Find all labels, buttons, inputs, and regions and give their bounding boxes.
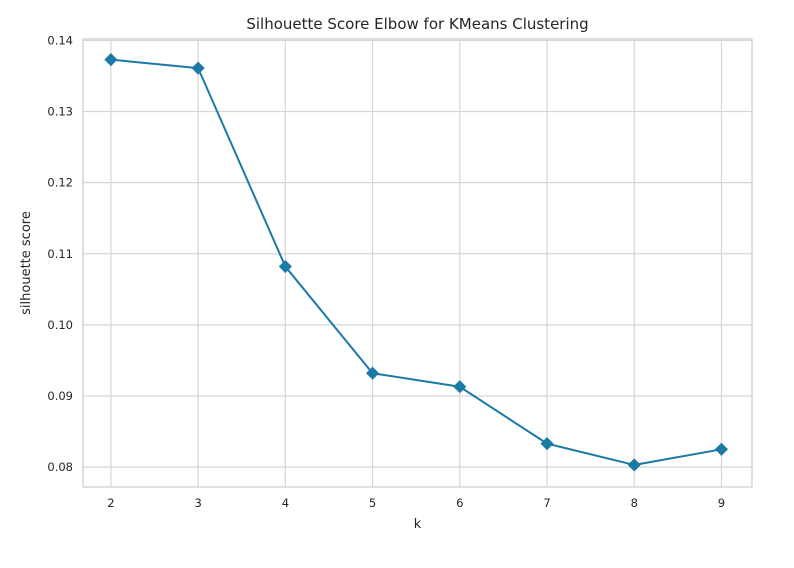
series-line: [110, 58, 722, 466]
y-axis-label: silhouette score: [19, 211, 34, 315]
y-tick-label: 0.13: [47, 105, 73, 119]
data-point-marker: [714, 442, 729, 456]
x-tick-label: 3: [194, 496, 201, 510]
x-tick-label: 9: [718, 496, 725, 510]
y-tick-label: 0.14: [47, 33, 73, 47]
y-tick-label: 0.12: [47, 176, 73, 190]
x-axis-label: k: [414, 517, 422, 532]
grid: [83, 39, 752, 487]
data-point-marker: [278, 259, 292, 274]
x-tick-label: 7: [543, 496, 550, 510]
x-tick-label: 8: [631, 496, 638, 510]
x-tick-label: 2: [107, 496, 114, 510]
data-point-marker: [627, 458, 641, 472]
data-point-marker: [453, 380, 467, 394]
y-tick-label: 0.11: [47, 247, 73, 261]
x-tick-label: 4: [282, 496, 289, 510]
data-point-marker: [104, 53, 118, 67]
tick-labels: 2 3 4 5 6 7 8 9 0.08 0.09 0.10 0.11 0.12 0.13 0.14: [47, 33, 725, 510]
y-tick-label: 0.10: [47, 318, 73, 332]
y-tick-label: 0.09: [47, 389, 73, 403]
y-tick-label: 0.08: [47, 460, 73, 474]
series-layer: [104, 53, 729, 472]
chart-title: Silhouette Score Elbow for KMeans Cluste…: [246, 15, 588, 33]
plot-frame: [82, 38, 753, 488]
data-point-marker: [191, 61, 205, 75]
x-tick-label: 6: [456, 496, 463, 510]
data-point-marker: [540, 437, 554, 451]
x-tick-label: 5: [369, 496, 376, 510]
data-point-marker: [366, 366, 380, 380]
